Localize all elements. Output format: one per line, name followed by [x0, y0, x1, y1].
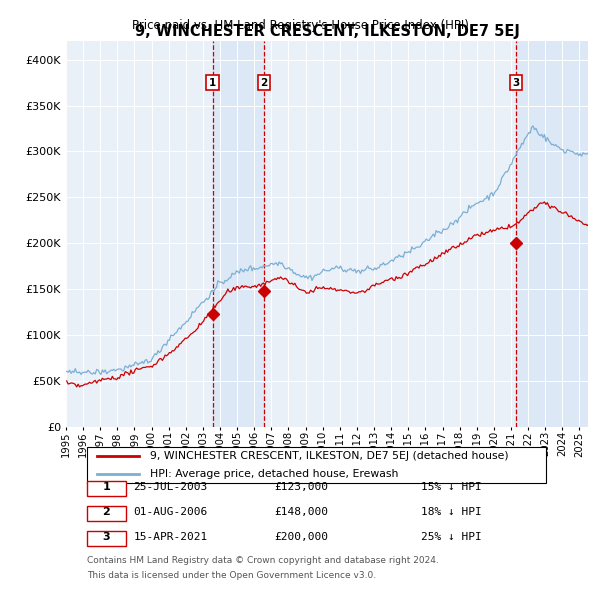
Text: 15% ↓ HPI: 15% ↓ HPI: [421, 483, 482, 493]
Text: 01-AUG-2006: 01-AUG-2006: [133, 507, 208, 517]
Text: 1: 1: [103, 483, 110, 493]
Text: Contains HM Land Registry data © Crown copyright and database right 2024.: Contains HM Land Registry data © Crown c…: [87, 556, 439, 565]
Text: 3: 3: [512, 78, 520, 88]
FancyBboxPatch shape: [87, 447, 546, 483]
Text: 3: 3: [103, 532, 110, 542]
Text: 25-JUL-2003: 25-JUL-2003: [133, 483, 208, 493]
FancyBboxPatch shape: [87, 530, 126, 546]
Text: £200,000: £200,000: [274, 532, 328, 542]
Text: 25% ↓ HPI: 25% ↓ HPI: [421, 532, 482, 542]
Text: This data is licensed under the Open Government Licence v3.0.: This data is licensed under the Open Gov…: [87, 571, 376, 580]
Text: 18% ↓ HPI: 18% ↓ HPI: [421, 507, 482, 517]
Text: 2: 2: [103, 507, 110, 517]
FancyBboxPatch shape: [87, 506, 126, 521]
Title: 9, WINCHESTER CRESCENT, ILKESTON, DE7 5EJ: 9, WINCHESTER CRESCENT, ILKESTON, DE7 5E…: [134, 24, 520, 39]
Bar: [516, 41, 588, 427]
Text: 15-APR-2021: 15-APR-2021: [133, 532, 208, 542]
FancyBboxPatch shape: [87, 481, 126, 496]
Text: 2: 2: [260, 78, 268, 88]
Text: 1: 1: [209, 78, 216, 88]
Text: £123,000: £123,000: [274, 483, 328, 493]
Text: £148,000: £148,000: [274, 507, 328, 517]
Text: 9, WINCHESTER CRESCENT, ILKESTON, DE7 5EJ (detached house): 9, WINCHESTER CRESCENT, ILKESTON, DE7 5E…: [149, 451, 508, 461]
Text: Price paid vs. HM Land Registry's House Price Index (HPI): Price paid vs. HM Land Registry's House …: [131, 19, 469, 32]
Bar: [212, 41, 264, 427]
Text: HPI: Average price, detached house, Erewash: HPI: Average price, detached house, Erew…: [149, 469, 398, 479]
